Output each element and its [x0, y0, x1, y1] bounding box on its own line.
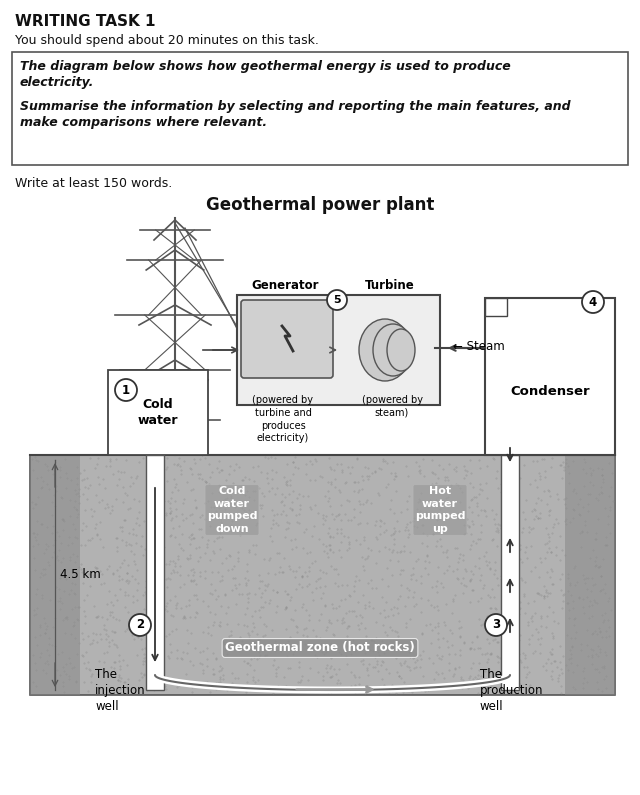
- Text: 5: 5: [333, 295, 341, 305]
- Circle shape: [582, 291, 604, 313]
- Ellipse shape: [373, 324, 413, 376]
- Text: Summarise the information by selecting and reporting the main features, and: Summarise the information by selecting a…: [20, 100, 571, 113]
- Text: (powered by
steam): (powered by steam): [362, 395, 422, 418]
- Text: 4: 4: [589, 296, 597, 308]
- Text: You should spend about 20 minutes on this task.: You should spend about 20 minutes on thi…: [15, 34, 319, 47]
- Bar: [565, 455, 615, 695]
- Text: Write at least 150 words.: Write at least 150 words.: [15, 177, 172, 190]
- Text: Condenser: Condenser: [510, 385, 590, 398]
- Text: 2: 2: [136, 619, 144, 631]
- Text: WRITING TASK 1: WRITING TASK 1: [15, 14, 156, 29]
- FancyBboxPatch shape: [241, 300, 333, 378]
- Text: make comparisons where relevant.: make comparisons where relevant.: [20, 116, 267, 129]
- Ellipse shape: [387, 329, 415, 371]
- Circle shape: [485, 614, 507, 636]
- Bar: [108, 370, 208, 455]
- Text: 1: 1: [122, 383, 130, 397]
- Circle shape: [327, 290, 347, 310]
- Text: electricity.: electricity.: [20, 76, 94, 89]
- Circle shape: [129, 614, 151, 636]
- Circle shape: [115, 379, 137, 401]
- Bar: [12, 52, 628, 165]
- Text: 4.5 km: 4.5 km: [60, 568, 100, 581]
- Bar: [30, 455, 615, 695]
- Text: (powered by
turbine and
produces
electricity): (powered by turbine and produces electri…: [253, 395, 314, 444]
- Text: 3: 3: [492, 619, 500, 631]
- Text: Hot
water
pumped
up: Hot water pumped up: [415, 487, 465, 533]
- Bar: [485, 298, 615, 455]
- Bar: [501, 455, 519, 690]
- Bar: [237, 295, 440, 405]
- Text: Cold
water: Cold water: [138, 398, 179, 427]
- Text: Geothermal power plant: Geothermal power plant: [206, 196, 434, 214]
- Text: Turbine: Turbine: [365, 279, 415, 292]
- Ellipse shape: [359, 319, 411, 381]
- Text: The
injection
well: The injection well: [95, 668, 146, 713]
- Bar: [30, 455, 80, 695]
- Bar: [485, 298, 507, 316]
- Bar: [146, 455, 164, 690]
- Text: ← Steam: ← Steam: [453, 339, 505, 352]
- Text: Geothermal zone (hot rocks): Geothermal zone (hot rocks): [225, 642, 415, 654]
- Text: Cold
water
pumped
down: Cold water pumped down: [207, 487, 257, 533]
- Text: The diagram below shows how geothermal energy is used to produce: The diagram below shows how geothermal e…: [20, 60, 511, 73]
- Text: The
production
well: The production well: [480, 668, 543, 713]
- Text: Generator: Generator: [252, 279, 319, 292]
